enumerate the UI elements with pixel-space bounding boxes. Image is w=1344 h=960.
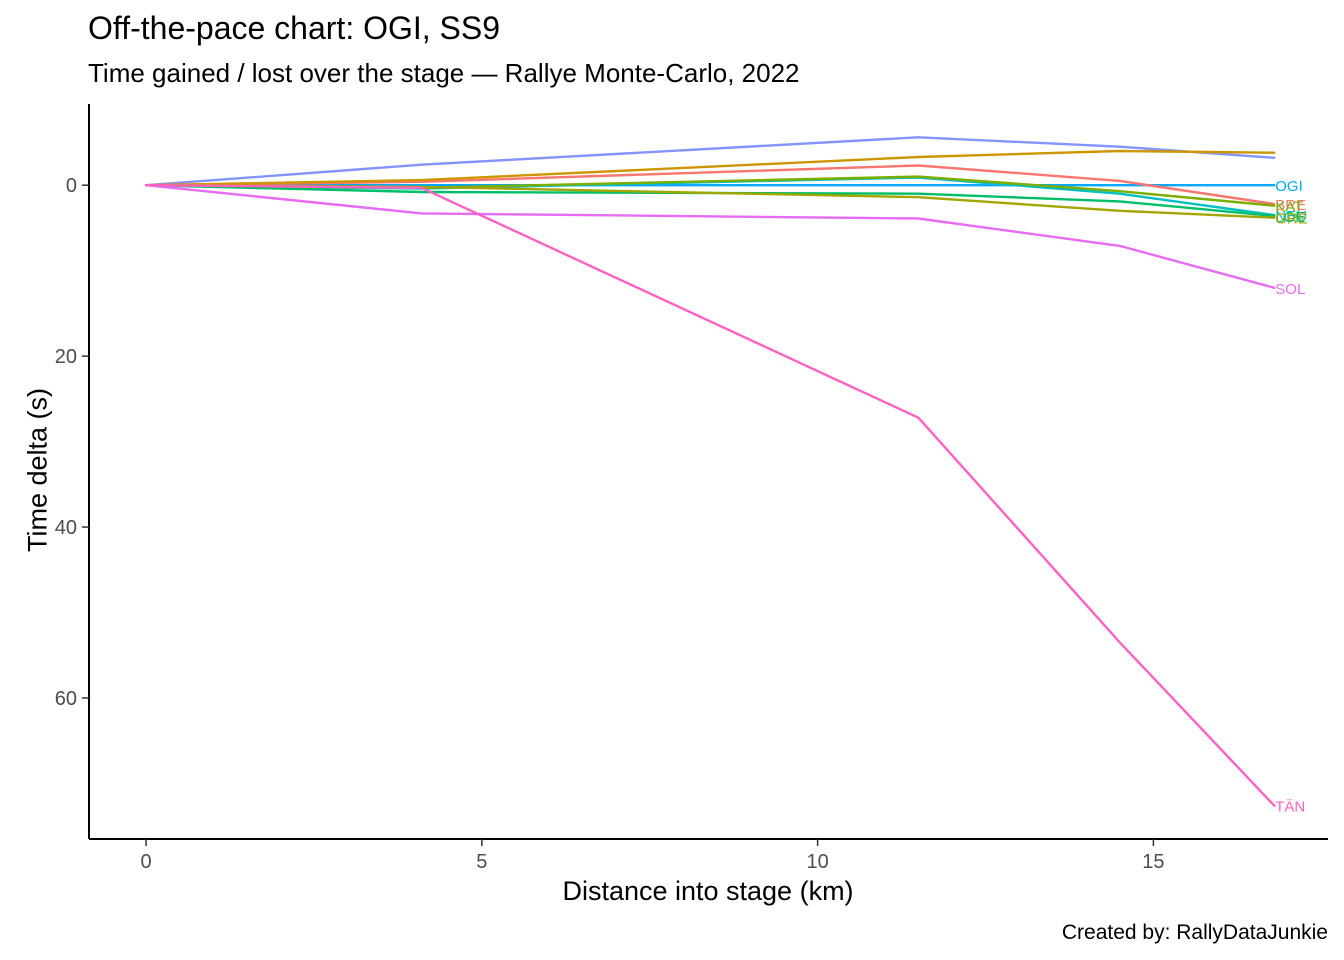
x-tick-label: 15 bbox=[1142, 851, 1164, 873]
series-label: LOE bbox=[1275, 209, 1305, 226]
chart-caption: Created by: RallyDataJunkie bbox=[1061, 921, 1328, 944]
y-tick-label: 0 bbox=[66, 175, 77, 197]
x-tick-label: 5 bbox=[476, 851, 487, 873]
x-tick-label: 0 bbox=[141, 851, 152, 873]
series-line-unlabeled-7 bbox=[144, 149, 1276, 187]
series-line-sol bbox=[144, 183, 1276, 289]
chart-subtitle: Time gained / lost over the stage — Rall… bbox=[88, 58, 800, 88]
series-line-unlabeled-6 bbox=[144, 136, 1276, 187]
axes: 0 5 10 15 0 20 40 60 bbox=[55, 104, 1328, 873]
y-tick-label: 40 bbox=[55, 517, 77, 539]
x-axis-title: Distance into stage (km) bbox=[562, 876, 854, 906]
chart-title: Off-the-pace chart: OGI, SS9 bbox=[88, 10, 501, 46]
series-label: KAT bbox=[1275, 199, 1303, 216]
series-label: TÄN bbox=[1275, 799, 1305, 816]
series-label: NEU bbox=[1275, 208, 1307, 225]
y-tick-label: 20 bbox=[55, 346, 77, 368]
series-label: SOL bbox=[1275, 281, 1305, 298]
y-tick-label: 60 bbox=[55, 688, 77, 710]
series-label: BRE bbox=[1275, 197, 1306, 214]
y-axis-title: Time delta (s) bbox=[22, 387, 53, 553]
x-tick-label: 10 bbox=[807, 851, 829, 873]
series-line-loe bbox=[144, 183, 1276, 218]
series-label: GRE bbox=[1275, 211, 1308, 228]
series-line-tän bbox=[144, 183, 1276, 807]
series-label: OGI bbox=[1275, 178, 1303, 195]
series-lines bbox=[144, 136, 1276, 807]
